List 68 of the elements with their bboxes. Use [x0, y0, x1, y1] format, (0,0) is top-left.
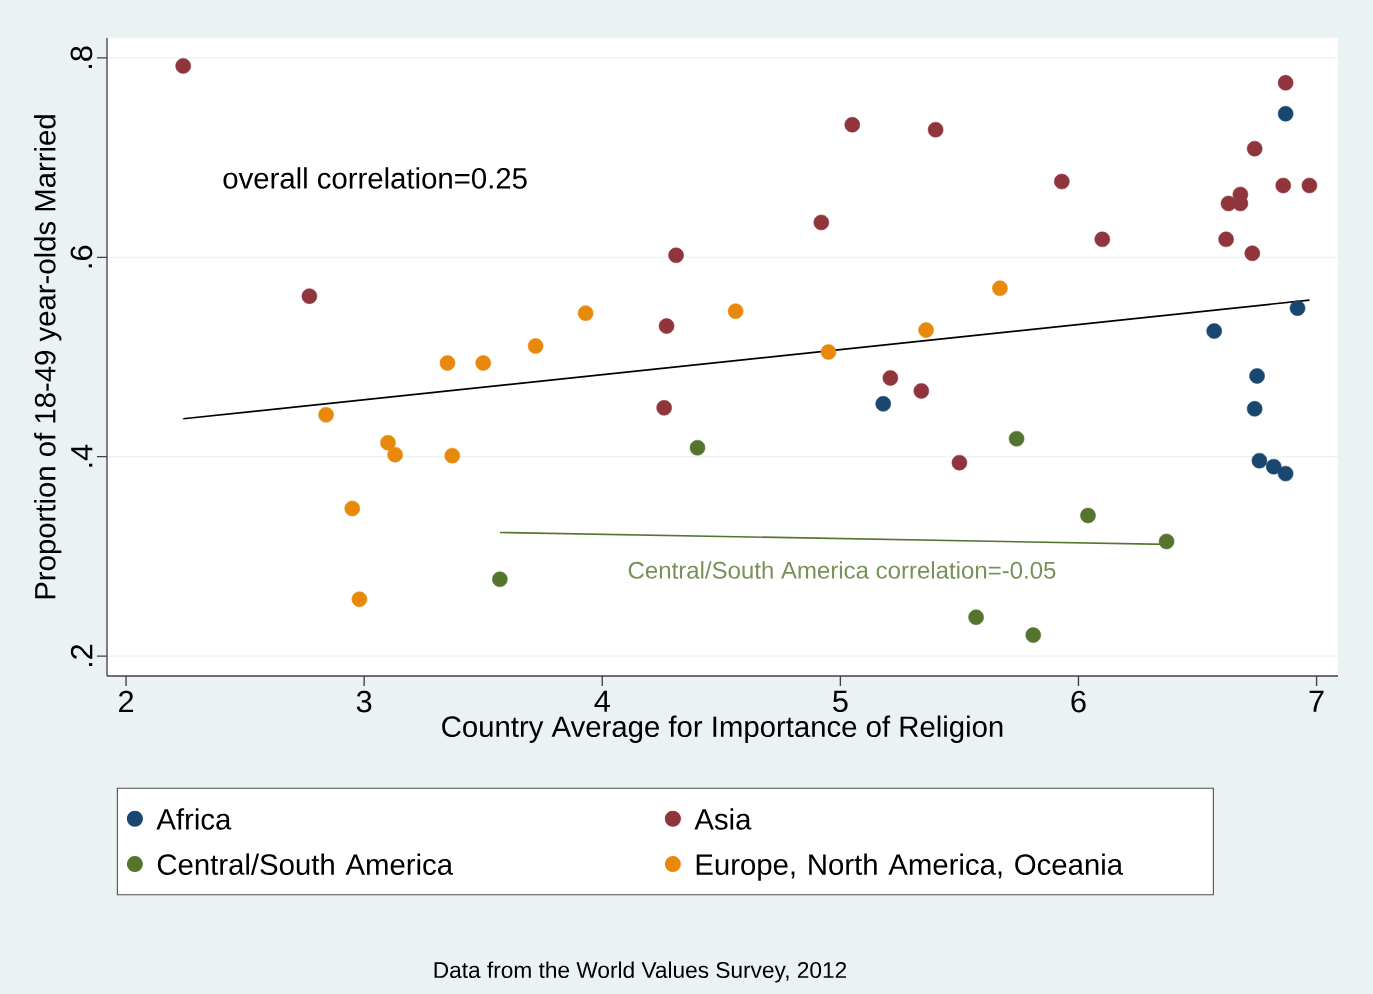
point — [918, 322, 934, 338]
y-tick-label: .8 — [70, 46, 93, 68]
point — [318, 407, 334, 423]
point — [380, 434, 396, 451]
point — [1265, 458, 1282, 475]
point — [1275, 177, 1292, 194]
point — [351, 591, 368, 607]
point — [1158, 533, 1175, 550]
point — [175, 58, 191, 74]
point — [577, 305, 594, 321]
point — [527, 338, 544, 354]
point — [951, 454, 968, 471]
point — [1246, 401, 1263, 417]
x-tick-label: 5 — [833, 690, 848, 713]
point — [820, 344, 837, 360]
point — [475, 355, 491, 371]
point — [1277, 75, 1294, 91]
point — [727, 303, 744, 319]
point — [1289, 300, 1306, 316]
point — [1246, 140, 1263, 157]
point — [813, 214, 830, 231]
point — [492, 571, 508, 588]
point — [689, 439, 706, 456]
point — [875, 396, 891, 412]
x-tick-label: 2 — [119, 690, 134, 713]
point — [1277, 465, 1294, 482]
point — [1244, 245, 1261, 262]
point — [1249, 368, 1265, 384]
point — [387, 446, 403, 463]
legend-label: Asia — [694, 808, 752, 830]
x-tick-label: 4 — [594, 690, 610, 712]
y-tick-label: .2 — [70, 644, 93, 667]
point — [1054, 173, 1070, 190]
point — [1301, 177, 1318, 194]
point — [1218, 231, 1234, 248]
y-tick-label: .6 — [70, 245, 93, 268]
point — [1206, 323, 1222, 339]
annotation: Central/South America correlation=-0.05 — [628, 561, 1056, 579]
point — [656, 400, 672, 416]
annotation: overall correlation=0.25 — [223, 167, 527, 189]
x-axis-title: Country Average for Importance of Religion — [442, 715, 1003, 743]
x-tick-label: 6 — [1071, 690, 1086, 713]
point — [968, 609, 984, 625]
x-tick-label: 7 — [1309, 690, 1324, 712]
point — [913, 383, 930, 399]
point — [882, 370, 899, 386]
text: Data from the World Values Survey, 2012 — [434, 961, 847, 983]
point — [1008, 430, 1025, 447]
legend-label: Central/South America — [157, 853, 454, 875]
point — [1251, 452, 1268, 469]
point — [1277, 105, 1294, 122]
point — [444, 447, 461, 464]
point — [1094, 231, 1111, 248]
point — [992, 280, 1008, 296]
point — [1025, 627, 1041, 643]
point — [301, 288, 318, 304]
point — [844, 116, 861, 133]
legend-label: Africa — [156, 808, 232, 830]
y-axis-title: Proportion of 18-49 year-olds Married — [34, 115, 62, 599]
y-tick-label: .4 — [71, 444, 93, 467]
point — [439, 355, 456, 371]
point — [1080, 507, 1096, 524]
point — [927, 121, 944, 138]
point — [668, 247, 684, 264]
point — [658, 318, 675, 334]
x-tick-label: 3 — [356, 690, 372, 713]
legend-label: Europe, North America, Oceania — [696, 853, 1124, 881]
point — [344, 500, 361, 517]
